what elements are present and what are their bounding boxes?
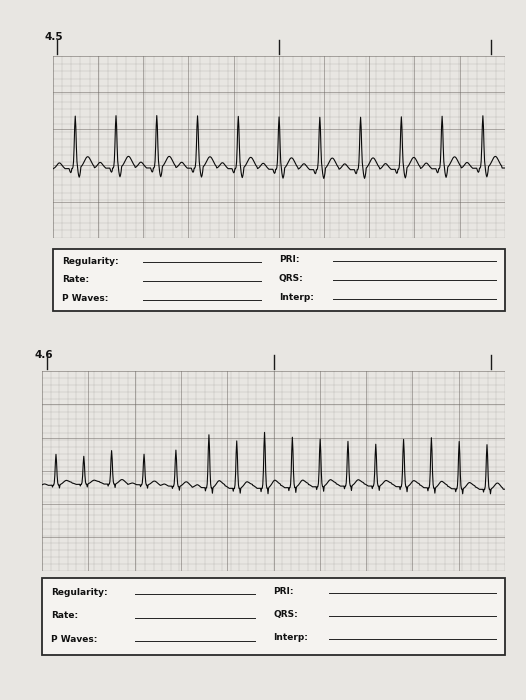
Text: QRS:: QRS: (274, 610, 298, 619)
FancyBboxPatch shape (53, 248, 505, 312)
Text: Rate:: Rate: (62, 276, 89, 284)
Text: P Waves:: P Waves: (62, 295, 108, 303)
Text: 4.5: 4.5 (45, 32, 63, 42)
Text: Rate:: Rate: (52, 612, 78, 620)
Text: P Waves:: P Waves: (52, 635, 98, 643)
Text: QRS:: QRS: (279, 274, 304, 284)
Text: Interp:: Interp: (274, 633, 308, 642)
Text: Interp:: Interp: (279, 293, 313, 302)
FancyBboxPatch shape (42, 578, 505, 655)
Text: Regularity:: Regularity: (62, 257, 118, 265)
Text: PRI:: PRI: (279, 256, 299, 265)
Text: Regularity:: Regularity: (52, 589, 108, 597)
Text: PRI:: PRI: (274, 587, 294, 596)
Text: 4.6: 4.6 (34, 350, 53, 360)
